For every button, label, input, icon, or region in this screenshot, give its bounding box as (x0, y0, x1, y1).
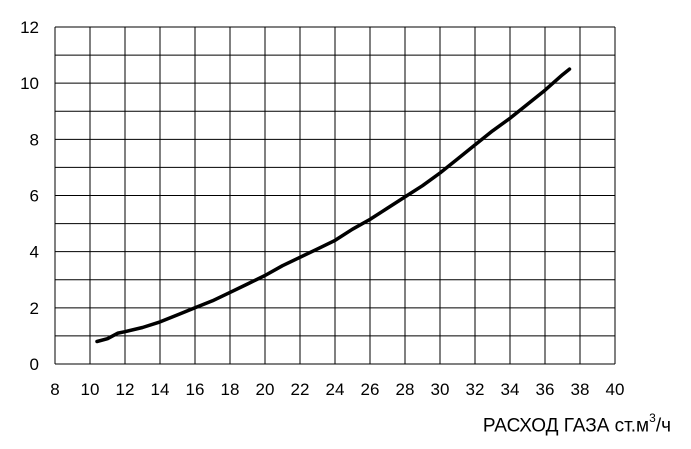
y-tick-label: 4 (30, 243, 39, 262)
x-tick-label: 14 (151, 380, 170, 399)
x-tick-label: 24 (326, 380, 345, 399)
grid (54, 26, 616, 365)
y-tick-label: 8 (30, 130, 39, 149)
x-axis-label: РАСХОД ГАЗА ст.м3/ч (482, 411, 671, 437)
x-tick-label: 26 (361, 380, 380, 399)
x-axis-label-tail: /ч (655, 415, 671, 437)
y-tick-label: 12 (20, 18, 39, 37)
x-tick-label: 32 (466, 380, 485, 399)
x-tick-label: 12 (116, 380, 135, 399)
series (95, 67, 572, 344)
series-line (95, 67, 572, 344)
x-tick-label: 18 (221, 380, 240, 399)
x-tick-label: 8 (50, 380, 59, 399)
x-tick-label: 40 (606, 380, 625, 399)
x-tick-label: 28 (396, 380, 415, 399)
x-tick-label: 34 (501, 380, 520, 399)
x-tick-label: 36 (536, 380, 555, 399)
y-tick-label: 10 (20, 74, 39, 93)
x-tick-label: 38 (571, 380, 590, 399)
x-tick-label: 20 (256, 380, 275, 399)
x-tick-label: 22 (291, 380, 310, 399)
y-tick-label: 6 (30, 187, 39, 206)
x-axis-label-sup: 3 (649, 411, 656, 425)
tick-labels: 8 10 12 14 16 18 20 22 24 26 28 30 32 34 36 38 400246810… (20, 18, 624, 399)
x-axis-label-main: РАСХОД ГАЗА ст.м (482, 415, 650, 437)
x-tick-label: 16 (186, 380, 205, 399)
x-tick-label: 10 (81, 380, 100, 399)
x-tick-label: 30 (431, 380, 450, 399)
y-tick-label: 2 (30, 299, 39, 318)
y-tick-label: 0 (30, 355, 39, 374)
